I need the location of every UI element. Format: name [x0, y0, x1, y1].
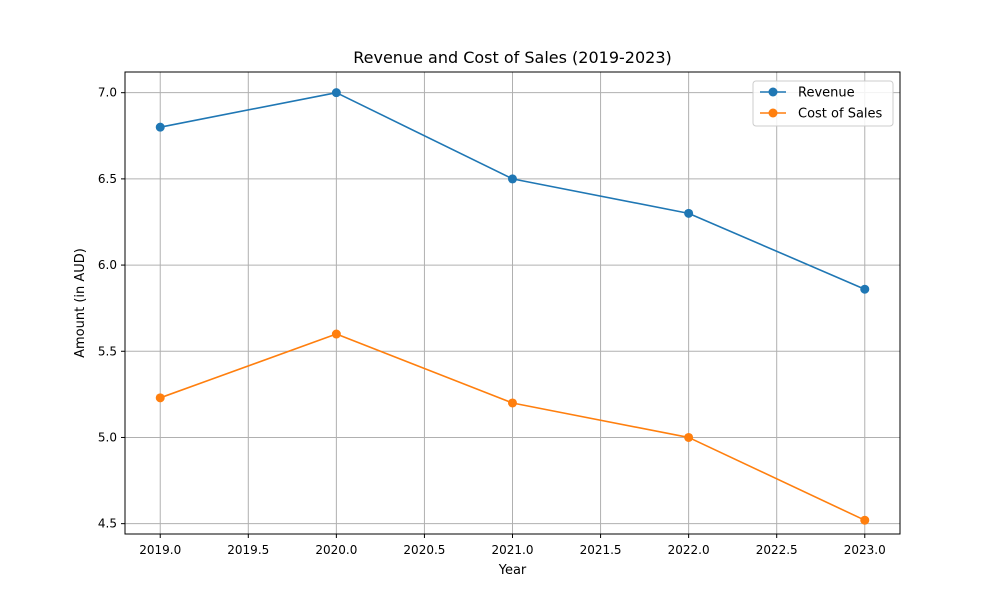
x-tick-label: 2023.0 — [844, 543, 886, 557]
legend-item: Revenue — [760, 86, 855, 101]
legend-marker — [768, 87, 778, 97]
data-point — [155, 393, 165, 403]
series-layer — [155, 88, 870, 525]
data-point — [684, 432, 694, 442]
legend-item: Cost of Sales — [760, 107, 883, 122]
legend-box — [752, 80, 894, 127]
data-point — [331, 88, 341, 98]
series-0 — [155, 88, 870, 294]
data-point — [860, 515, 870, 525]
data-point — [508, 174, 517, 184]
x-tick-label: 2021.5 — [580, 543, 622, 557]
chart-title: Revenue and Cost of Sales (2019-2023) — [353, 48, 671, 67]
x-tick-label: 2019.5 — [227, 543, 269, 557]
data-point — [684, 208, 694, 218]
x-tick-label: 2020.0 — [315, 543, 357, 557]
data-point — [508, 398, 517, 408]
x-tick-label: 2022.5 — [756, 543, 798, 557]
x-tick-label: 2022.0 — [668, 543, 710, 557]
data-point — [155, 122, 165, 132]
axis-ticks: 2019.0 2019.5 2020.0 2020.5 2021.0 2021.5 2022… — [98, 86, 886, 557]
series-1 — [155, 329, 870, 525]
y-axis-label: Amount (in AUD) — [73, 248, 88, 358]
legend-label: Revenue — [798, 86, 855, 101]
y-tick-label: 5.0 — [98, 430, 117, 444]
legend-label: Cost of Sales — [798, 107, 883, 122]
data-point — [860, 284, 870, 294]
x-axis-label: Year — [498, 563, 527, 578]
x-tick-label: 2019.0 — [139, 543, 181, 557]
y-tick-label: 6.5 — [98, 172, 117, 186]
x-tick-label: 2021.0 — [492, 543, 534, 557]
y-tick-label: 4.5 — [98, 517, 117, 531]
y-tick-label: 6.0 — [98, 258, 117, 272]
data-point — [331, 329, 341, 339]
legend: Revenue Cost of Sales — [752, 80, 894, 127]
legend-marker — [768, 108, 778, 118]
y-tick-label: 5.5 — [98, 344, 117, 358]
x-tick-label: 2020.5 — [403, 543, 445, 557]
y-tick-label: 7.0 — [98, 86, 117, 100]
